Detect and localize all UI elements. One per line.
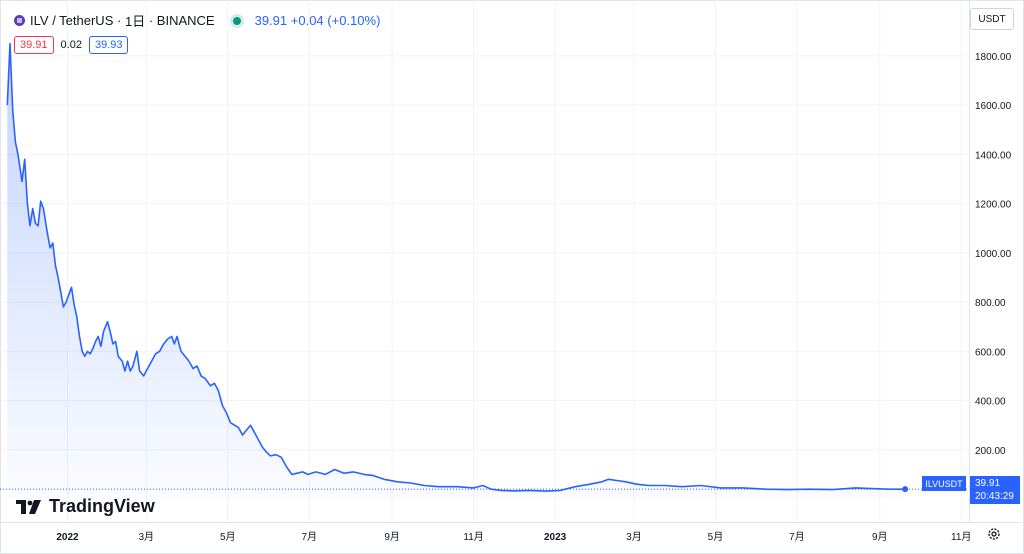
market-open-icon [232,16,241,25]
time-tick-label: 7月 [789,531,805,543]
last-price: 39.91 [254,13,288,28]
time-tick-label: 3月 [626,531,642,543]
series-line [6,42,906,492]
price-tick-label: 400.00 [975,397,1006,408]
price-tick-label: 600.00 [975,347,1006,358]
bid-button[interactable]: 39.91 [14,36,54,54]
settings-icon[interactable] [987,527,1001,541]
header-sep: · [148,13,154,28]
time-tick-label: 9月 [872,531,888,543]
price-tick-label: 1200.00 [975,200,1012,211]
time-tick-label: 7月 [301,531,317,543]
bid-ask-quotes: 39.91 0.02 39.93 [14,36,129,54]
logo-text: TradingView [49,496,155,516]
interval-label[interactable]: 1日 [124,14,146,29]
time-tick-label: 11月 [951,531,971,543]
price-tick-label: 200.00 [975,446,1006,457]
price-axis[interactable]: 200.00 400.00 600.00 800.00 1000.00 1200.00 14… [975,52,1012,457]
time-tick-label: 11月 [463,531,483,543]
currency-button[interactable]: USDT [970,8,1014,30]
exchange-label: BINANCE [156,13,215,28]
price-tick-label: 1000.00 [975,249,1012,260]
tradingview-logo[interactable]: TradingView [16,496,155,517]
symbol-header[interactable]: ILV / TetherUS · 1日 · BINANCE 39.91 +0.0… [14,11,380,30]
time-tick-label: 2023 [544,532,567,543]
price-change: +0.04 [290,13,324,28]
price-tick-label: 1800.00 [975,52,1012,63]
time-tick-label: 2022 [56,532,79,543]
price-tick-label: 1600.00 [975,101,1012,112]
ask-button[interactable]: 39.93 [88,36,129,54]
ilv-coin-icon [14,15,25,26]
price-tick-label: 1400.00 [975,150,1012,161]
last-price-tag-value: 39.91 [975,478,1001,489]
last-price-tag: 39.91 20:43:29 [970,476,1020,504]
time-tick-label: 5月 [220,531,236,543]
bar-countdown: 20:43:29 [975,491,1014,502]
time-tick-label: 9月 [384,531,400,543]
price-change-pct: (+0.10%) [327,13,381,28]
price-tick-label: 800.00 [975,298,1006,309]
series-area-fill [7,43,906,499]
spread-value: 0.02 [60,39,82,51]
last-price-point [902,486,909,493]
tradingview-logo-icon [16,499,41,514]
symbol-name[interactable]: ILV [30,13,49,28]
header-sep: · [117,13,122,28]
symbol-pair[interactable]: / TetherUS [52,13,114,28]
time-tick-label: 3月 [139,531,155,543]
time-tick-label: 5月 [708,531,724,543]
symbol-price-tag: ILVUSDT [922,476,966,491]
time-axis[interactable]: 2022 3月 5月 7月 9月 11月 2023 3月 5月 7月 9月 11月 [56,531,971,543]
